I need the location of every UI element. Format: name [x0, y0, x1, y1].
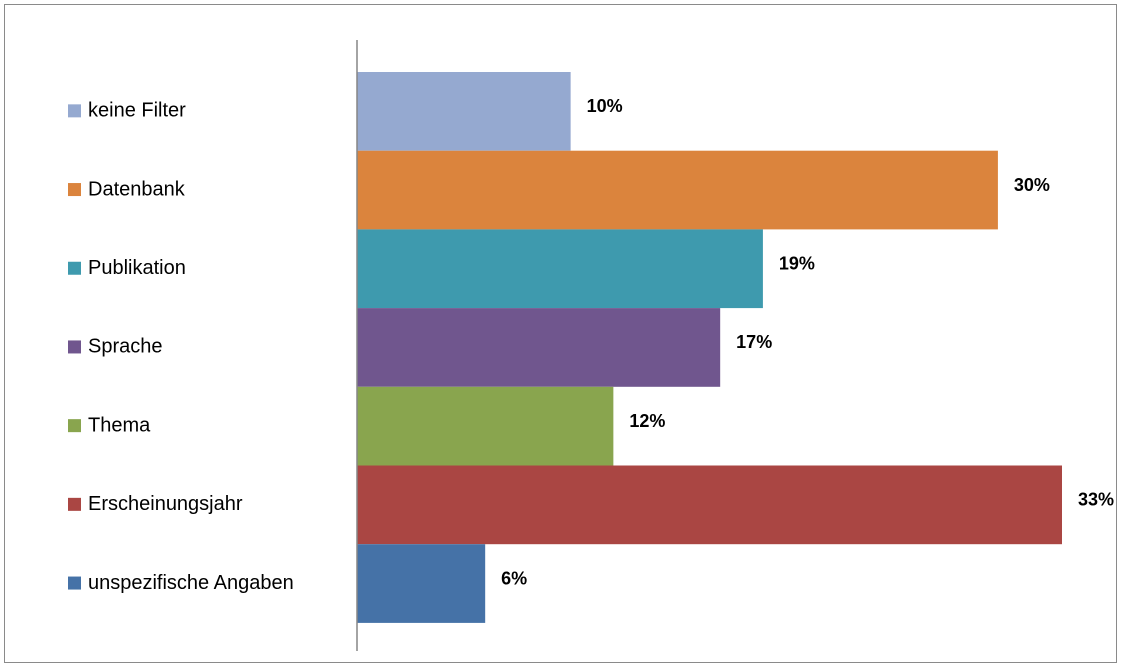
- legend-label-3: Publikation: [88, 257, 186, 279]
- legend: keine Filter Datenbank Publikation Sprache T…: [68, 100, 294, 594]
- bar-7: [357, 544, 486, 623]
- legend-swatch-2: [68, 183, 81, 197]
- legend-label-7: unspezifische Angaben: [88, 572, 294, 594]
- bar-1: [357, 72, 571, 151]
- value-label-1: 10%: [587, 96, 623, 116]
- legend-swatch-1: [68, 104, 81, 118]
- value-label-3: 19%: [779, 254, 815, 274]
- bar-5: [357, 386, 614, 466]
- legend-label-6: Erscheinungsjahr: [88, 493, 243, 515]
- value-label-6: 33%: [1078, 490, 1114, 510]
- legend-label-4: Sprache: [88, 336, 163, 358]
- legend-label-1: keine Filter: [88, 100, 186, 122]
- bar-6: [357, 465, 1062, 545]
- legend-swatch-7: [68, 576, 81, 590]
- legend-label-5: Thema: [88, 414, 151, 436]
- value-labels: 10% 30% 19% 17% 12% 33% 6%: [501, 96, 1114, 588]
- legend-swatch-5: [68, 419, 81, 433]
- legend-swatch-4: [68, 340, 81, 354]
- bar-2: [357, 150, 998, 230]
- value-label-5: 12%: [629, 411, 665, 431]
- legend-swatch-6: [68, 497, 81, 511]
- bar-4: [357, 308, 721, 387]
- bar-3: [357, 229, 763, 309]
- value-label-2: 30%: [1014, 175, 1050, 195]
- bars: [357, 72, 1062, 623]
- value-label-7: 6%: [501, 568, 527, 588]
- value-label-4: 17%: [736, 332, 772, 352]
- legend-label-2: Datenbank: [88, 178, 186, 200]
- legend-swatch-3: [68, 261, 81, 275]
